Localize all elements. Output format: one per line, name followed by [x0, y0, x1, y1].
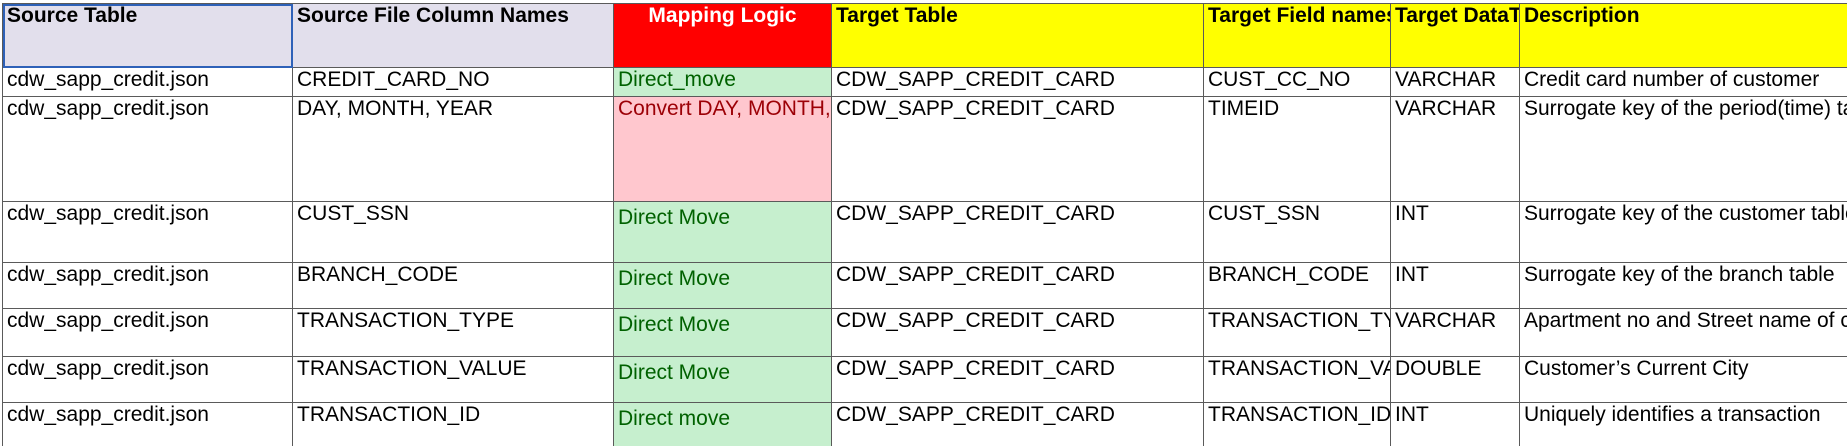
cell-target-table[interactable]: CDW_SAPP_CREDIT_CARD: [831, 262, 1204, 309]
cell-target-field[interactable]: BRANCH_CODE: [1203, 262, 1391, 309]
cell-target-field[interactable]: TRANSACTION_TYPE: [1203, 308, 1391, 357]
cell-datatype[interactable]: DOUBLE: [1390, 356, 1520, 403]
header-target-field[interactable]: Target Field names: [1203, 3, 1391, 68]
cell-description[interactable]: Surrogate key of the customer table. ide…: [1519, 201, 1847, 263]
header-source-table[interactable]: Source Table: [2, 3, 293, 68]
cell-target-table[interactable]: CDW_SAPP_CREDIT_CARD: [831, 96, 1204, 202]
cell-datatype[interactable]: INT: [1390, 201, 1520, 263]
cell-source-column[interactable]: TRANSACTION_TYPE: [292, 308, 614, 357]
cell-datatype[interactable]: INT: [1390, 262, 1520, 309]
cell-target-field[interactable]: TRANSACTION_VALUE: [1203, 356, 1391, 403]
table-row: cdw_sapp_credit.json TRANSACTION_TYPE Di…: [2, 308, 1847, 357]
cell-source-table[interactable]: cdw_sapp_credit.json: [2, 201, 293, 263]
header-description[interactable]: Description: [1519, 3, 1847, 68]
cell-source-column[interactable]: TRANSACTION_ID: [292, 402, 614, 446]
cell-mapping[interactable]: Direct_move: [613, 67, 832, 97]
table-row: cdw_sapp_credit.json TRANSACTION_VALUE D…: [2, 356, 1847, 403]
cell-source-column[interactable]: BRANCH_CODE: [292, 262, 614, 309]
table-row: cdw_sapp_credit.json DAY, MONTH, YEAR Co…: [2, 96, 1847, 202]
table-row: cdw_sapp_credit.json TRANSACTION_ID Dire…: [2, 402, 1847, 446]
cell-target-field[interactable]: TIMEID: [1203, 96, 1391, 202]
cell-target-field[interactable]: CUST_SSN: [1203, 201, 1391, 263]
cell-source-table[interactable]: cdw_sapp_credit.json: [2, 262, 293, 309]
cell-datatype[interactable]: INT: [1390, 402, 1520, 446]
cell-description[interactable]: Surrogate key of the period(time) tab: [1519, 96, 1847, 202]
cell-mapping[interactable]: Direct move: [613, 402, 832, 446]
cell-source-table[interactable]: cdw_sapp_credit.json: [2, 308, 293, 357]
cell-target-table[interactable]: CDW_SAPP_CREDIT_CARD: [831, 402, 1204, 446]
cell-mapping[interactable]: Direct Move: [613, 356, 832, 403]
cell-datatype[interactable]: VARCHAR: [1390, 308, 1520, 357]
cell-target-field[interactable]: TRANSACTION_ID: [1203, 402, 1391, 446]
cell-source-column[interactable]: CUST_SSN: [292, 201, 614, 263]
cell-target-table[interactable]: CDW_SAPP_CREDIT_CARD: [831, 356, 1204, 403]
cell-source-column[interactable]: CREDIT_CARD_NO: [292, 67, 614, 97]
cell-target-table[interactable]: CDW_SAPP_CREDIT_CARD: [831, 201, 1204, 263]
header-mapping-logic[interactable]: Mapping Logic: [613, 3, 832, 68]
cell-datatype[interactable]: VARCHAR: [1390, 67, 1520, 97]
cell-mapping[interactable]: Direct Move: [613, 201, 832, 263]
cell-source-column[interactable]: TRANSACTION_VALUE: [292, 356, 614, 403]
cell-target-table[interactable]: CDW_SAPP_CREDIT_CARD: [831, 67, 1204, 97]
cell-mapping[interactable]: Direct Move: [613, 308, 832, 357]
header-source-columns[interactable]: Source File Column Names: [292, 3, 614, 68]
header-target-table[interactable]: Target Table: [831, 3, 1204, 68]
cell-description[interactable]: Uniquely identifies a transaction: [1519, 402, 1847, 446]
header-row: Source Table Source File Column Names Ma…: [2, 3, 1847, 68]
table-row: cdw_sapp_credit.json CREDIT_CARD_NO Dire…: [2, 67, 1847, 97]
cell-description[interactable]: Surrogate key of the branch table: [1519, 262, 1847, 309]
cell-source-table[interactable]: cdw_sapp_credit.json: [2, 402, 293, 446]
cell-target-field[interactable]: CUST_CC_NO: [1203, 67, 1391, 97]
cell-source-table[interactable]: cdw_sapp_credit.json: [2, 96, 293, 202]
cell-mapping[interactable]: Direct Move: [613, 262, 832, 309]
table-row: cdw_sapp_credit.json BRANCH_CODE Direct …: [2, 262, 1847, 309]
mapping-table: Source Table Source File Column Names Ma…: [2, 3, 1847, 446]
cell-target-table[interactable]: CDW_SAPP_CREDIT_CARD: [831, 308, 1204, 357]
cell-description[interactable]: Credit card number of customer: [1519, 67, 1847, 97]
header-target-datatype[interactable]: Target DataType: [1390, 3, 1520, 68]
cell-source-column[interactable]: DAY, MONTH, YEAR: [292, 96, 614, 202]
cell-datatype[interactable]: VARCHAR: [1390, 96, 1520, 202]
table-row: cdw_sapp_credit.json CUST_SSN Direct Mov…: [2, 201, 1847, 263]
cell-mapping[interactable]: Convert DAY, MONTH, and YEAR into a TIME…: [613, 96, 832, 202]
cell-source-table[interactable]: cdw_sapp_credit.json: [2, 356, 293, 403]
cell-description[interactable]: Apartment no and Street name of cus: [1519, 308, 1847, 357]
cell-source-table[interactable]: cdw_sapp_credit.json: [2, 67, 293, 97]
cell-description[interactable]: Customer’s Current City: [1519, 356, 1847, 403]
